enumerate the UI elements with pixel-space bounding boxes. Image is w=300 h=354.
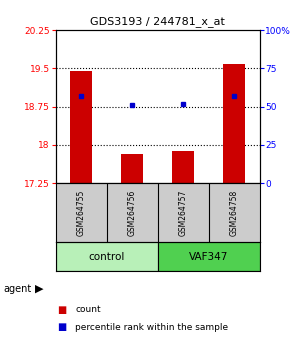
Text: agent: agent (3, 284, 31, 293)
Text: GSM264755: GSM264755 (76, 190, 85, 236)
Bar (56, 242, 158, 271)
Text: control: control (88, 252, 125, 262)
Text: GSM264757: GSM264757 (178, 190, 188, 236)
Title: GDS3193 / 244781_x_at: GDS3193 / 244781_x_at (90, 17, 225, 28)
Bar (223, 64, 245, 183)
Text: count: count (75, 305, 100, 314)
Bar (172, 151, 194, 183)
Text: ■: ■ (57, 322, 66, 332)
Text: ▶: ▶ (34, 284, 43, 293)
Bar (158, 242, 260, 271)
Text: GSM264758: GSM264758 (230, 190, 238, 236)
Text: percentile rank within the sample: percentile rank within the sample (75, 323, 228, 332)
Text: ■: ■ (57, 305, 66, 315)
Text: VAF347: VAF347 (189, 252, 228, 262)
Bar (70, 71, 92, 183)
Bar (121, 154, 143, 183)
Text: GSM264756: GSM264756 (128, 190, 136, 236)
